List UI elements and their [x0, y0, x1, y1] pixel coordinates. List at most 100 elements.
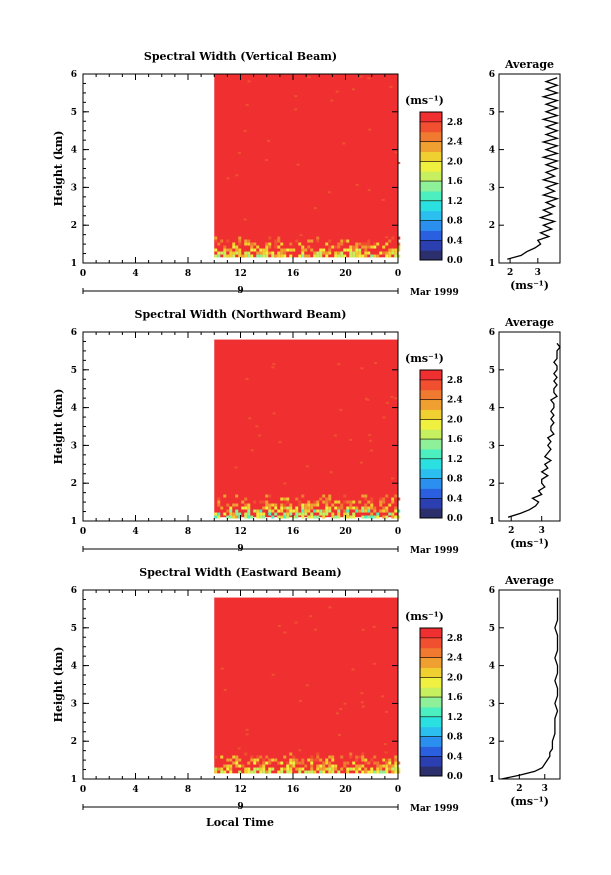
avg-x-tick-label: 3: [542, 784, 548, 794]
heatmap-cell: [214, 515, 218, 519]
heatmap-cell: [358, 251, 362, 255]
avg-x-tick-label: 2: [508, 526, 514, 536]
colorbar-swatch: [420, 746, 442, 757]
heatmap-cell: [370, 503, 374, 507]
heatmap-cell: [352, 254, 356, 258]
heatmap-cell: [361, 758, 365, 762]
heatmap-cell: [232, 515, 236, 519]
heatmap-cell: [391, 767, 395, 771]
heatmap-cell: [385, 236, 389, 239]
heatmap-cell: [241, 506, 245, 510]
heatmap-cell: [379, 497, 383, 501]
heatmap-cell: [268, 245, 272, 249]
heatmap-cell: [385, 764, 389, 768]
heatmap-cell: [337, 251, 341, 255]
colorbar-tick-label: 2.4: [447, 396, 463, 406]
heatmap-cell: [262, 764, 266, 768]
heatmap-cell: [310, 239, 314, 243]
heatmap-cell: [382, 509, 386, 513]
heatmap-cell: [367, 77, 371, 80]
heatmap-cell: [370, 770, 374, 774]
colorbar-swatch: [420, 389, 442, 401]
heatmap-cell: [379, 503, 383, 507]
heatmap-cell: [313, 254, 317, 258]
avg-y-tick-label: 5: [489, 108, 495, 118]
heatmap-cell: [229, 512, 233, 516]
heatmap-cell: [331, 767, 335, 771]
heatmap-cell: [382, 251, 386, 255]
heatmap-cell: [385, 515, 389, 519]
heatmap-cell: [328, 245, 332, 249]
heatmap-cell: [217, 497, 221, 501]
heatmap-cell: [301, 512, 305, 516]
heatmap-cell: [358, 500, 362, 504]
avg-y-tick-label: 3: [489, 441, 495, 451]
heatmap-cell: [391, 764, 395, 768]
heatmap-cell: [313, 500, 317, 504]
heatmap-cell: [234, 466, 238, 469]
colorbar-swatch: [420, 121, 442, 133]
heatmap-cell: [217, 512, 221, 516]
heatmap-cell: [280, 497, 284, 501]
heatmap-cell: [361, 755, 365, 759]
heatmap-cell: [229, 764, 233, 768]
heatmap-cell: [229, 752, 233, 756]
heatmap-cell: [238, 251, 242, 255]
heatmap-cell: [238, 239, 242, 243]
heatmap-cell: [217, 254, 221, 258]
heatmap-cell: [307, 245, 311, 249]
heatmap-cell: [253, 761, 257, 765]
heatmap-cell: [253, 497, 257, 501]
x-tick-label: 8: [185, 527, 191, 537]
colorbar-tick-label: 0.4: [447, 494, 463, 504]
heatmap-cell: [304, 509, 308, 513]
heatmap-cell: [349, 503, 353, 507]
average-profile-line: [507, 342, 561, 518]
heatmap-cell: [364, 506, 368, 510]
heatmap-cell: [244, 767, 248, 771]
avg-x-tick-label: 3: [539, 526, 545, 536]
heatmap-cell: [394, 397, 398, 400]
heatmap-cell: [235, 755, 239, 759]
heatmap-cell: [388, 755, 392, 759]
heatmap-cell: [256, 251, 260, 255]
heatmap-cell: [256, 509, 260, 513]
y-axis-label: Height (km): [52, 389, 65, 465]
heatmap-cell: [328, 239, 332, 243]
heatmap-cell: [274, 503, 278, 507]
heatmap-cell: [226, 509, 230, 513]
heatmap-cell: [289, 506, 293, 510]
y-tick-label: 5: [71, 108, 77, 118]
heatmap-cell: [355, 767, 359, 771]
heatmap-cell: [388, 758, 392, 762]
heatmap-cell: [364, 761, 368, 765]
heatmap-cell: [229, 509, 233, 513]
average-frame: [498, 589, 561, 780]
heatmap-cell: [372, 662, 376, 665]
heatmap-cell: [382, 506, 386, 510]
y-tick-label: 5: [71, 366, 77, 376]
heatmap-cell: [313, 207, 317, 210]
heatmap-cell: [289, 752, 293, 756]
heatmap-cell: [333, 434, 337, 437]
heatmap-cell: [310, 770, 314, 774]
heatmap-cell: [235, 503, 239, 507]
heatmap-cell: [295, 761, 299, 765]
heatmap-cell: [337, 770, 341, 774]
heatmap-cell: [244, 515, 248, 519]
heatmap-cell: [331, 515, 335, 519]
heatmap-cell: [349, 251, 353, 255]
heatmap-cell: [235, 174, 239, 177]
heatmap-cell: [334, 245, 338, 249]
heatmap-cell: [247, 761, 251, 765]
heatmap-cell: [328, 606, 332, 609]
heatmap-cell: [316, 251, 320, 255]
heatmap-cell: [379, 770, 383, 774]
heatmap-cell: [337, 239, 341, 243]
heatmap-cell: [268, 767, 272, 771]
heatmap-cell: [259, 248, 263, 252]
heatmap-cell: [277, 624, 281, 627]
colorbar-tick-label: 2.0: [447, 157, 463, 167]
heatmap-cell: [271, 251, 275, 255]
